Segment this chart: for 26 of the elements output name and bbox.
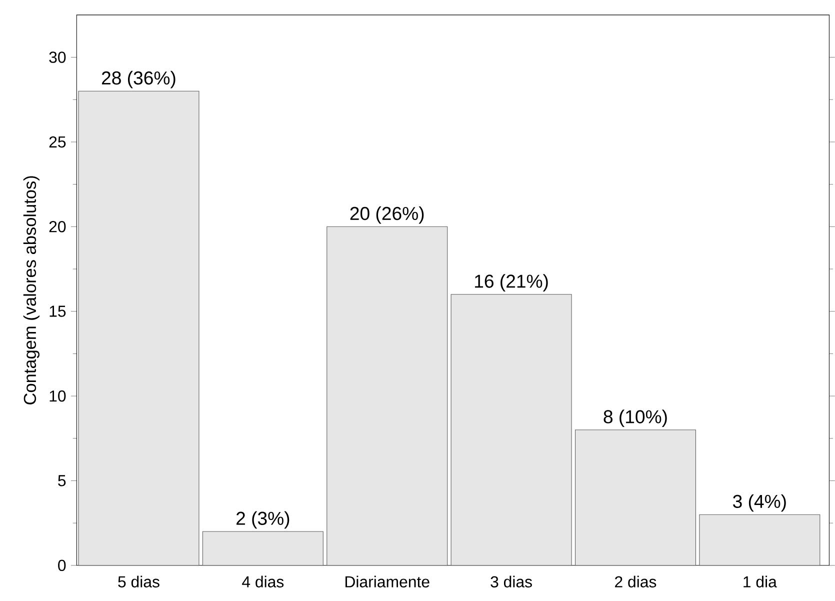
y-tick-label: 20 <box>49 220 66 232</box>
x-tick-label: 1 dia <box>744 576 777 588</box>
data-label: 2 (3%) <box>236 511 290 528</box>
y-tick-label: 25 <box>49 136 66 148</box>
x-tick-label: Diariamente <box>345 576 430 588</box>
bar <box>78 90 200 566</box>
y-tick-label: 30 <box>49 52 66 63</box>
data-label: 20 (26%) <box>350 206 424 224</box>
bar <box>202 531 324 566</box>
data-label: 16 (21%) <box>475 274 548 292</box>
data-label: 8 (10%) <box>604 410 667 427</box>
y-tick-label: 10 <box>50 390 66 402</box>
bar <box>699 514 820 566</box>
bar <box>450 294 572 566</box>
x-tick-label: 5 dias <box>118 576 160 588</box>
bar <box>574 430 696 566</box>
x-tick-label: 2 dias <box>615 576 656 588</box>
x-tick-label: 3 dias <box>490 576 532 588</box>
bar <box>326 226 448 566</box>
y-tick-label: 15 <box>50 306 66 317</box>
data-label: 28 (36%) <box>102 70 176 88</box>
data-label: 3 (4%) <box>733 494 786 512</box>
x-tick-label: 4 dias <box>242 576 284 588</box>
y-tick-label: 0 <box>58 560 66 571</box>
y-axis-title: Contagem (valores absolutos) <box>23 176 40 404</box>
y-tick-label: 5 <box>58 475 66 486</box>
